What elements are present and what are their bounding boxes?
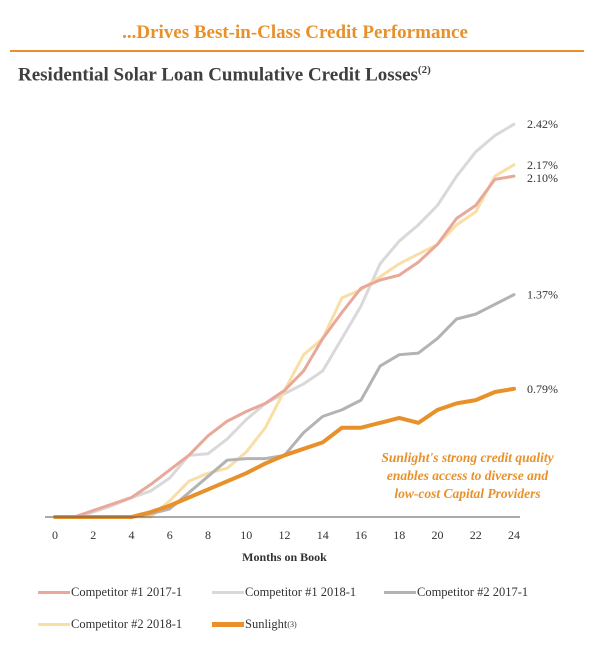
- x-tick-label: 12: [279, 528, 291, 542]
- end-value-label: 2.10%: [527, 171, 558, 185]
- legend-label: Competitor #1 2018-1: [245, 585, 356, 600]
- x-tick-labels: 0 2 4 6 8 10 12 14 16 18 20 22 24: [52, 528, 520, 542]
- x-tick-label: 4: [129, 528, 135, 542]
- legend-item-competitor2-2018: Competitor #2 2018-1: [38, 617, 182, 632]
- legend-item-competitor1-2017: Competitor #1 2017-1: [38, 585, 182, 600]
- x-tick-label: 6: [167, 528, 173, 542]
- legend-swatch: [212, 622, 244, 627]
- callout-line-2: enables access to diverse and: [350, 467, 585, 485]
- legend-swatch: [212, 591, 244, 594]
- callout-text: Sunlight's strong credit quality enables…: [350, 449, 585, 503]
- legend: Competitor #1 2017-1 Competitor #1 2018-…: [38, 585, 590, 645]
- legend-swatch: [384, 591, 416, 594]
- end-value-label: 1.37%: [527, 288, 558, 302]
- legend-label: Competitor #2 2017-1: [417, 585, 528, 600]
- legend-swatch: [38, 623, 70, 626]
- end-value-labels: 2.42% 2.17%2.10% 1.37% 0.79%: [527, 117, 558, 396]
- x-tick-label: 10: [240, 528, 252, 542]
- x-axis-label: Months on Book: [242, 550, 327, 564]
- legend-label: Competitor #2 2018-1: [71, 617, 182, 632]
- end-value-label: 0.79%: [527, 382, 558, 396]
- legend-swatch: [38, 591, 70, 594]
- legend-footnote: (3): [287, 620, 296, 629]
- legend-item-competitor1-2018: Competitor #1 2018-1: [212, 585, 356, 600]
- x-tick-label: 16: [355, 528, 367, 542]
- x-tick-label: 24: [508, 528, 520, 542]
- x-tick-label: 8: [205, 528, 211, 542]
- end-value-label: 2.42%: [527, 117, 558, 131]
- legend-item-sunlight: Sunlight (3): [212, 617, 297, 632]
- end-value-label: 2.17%: [527, 158, 558, 172]
- callout-line-1: Sunlight's strong credit quality: [350, 449, 585, 467]
- legend-label: Sunlight: [245, 617, 287, 632]
- callout-line-3: low-cost Capital Providers: [350, 485, 585, 503]
- legend-label: Competitor #1 2017-1: [71, 585, 182, 600]
- x-tick-label: 18: [393, 528, 405, 542]
- x-tick-label: 14: [317, 528, 329, 542]
- x-tick-label: 0: [52, 528, 58, 542]
- x-tick-label: 20: [432, 528, 444, 542]
- x-tick-label: 22: [470, 528, 482, 542]
- legend-item-competitor2-2017: Competitor #2 2017-1: [384, 585, 528, 600]
- x-tick-label: 2: [90, 528, 96, 542]
